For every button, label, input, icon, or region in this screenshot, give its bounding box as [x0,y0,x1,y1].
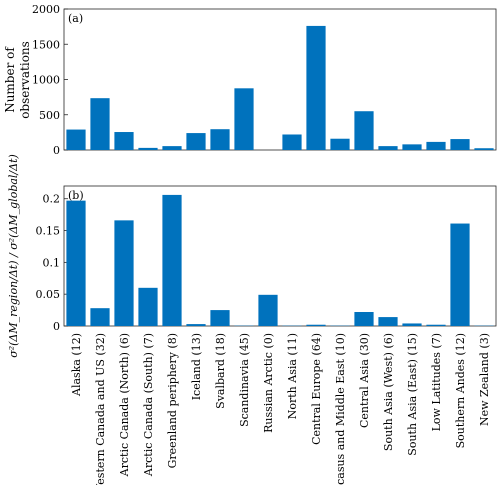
panel-a-bar [402,144,422,150]
panel-a-ytick-label: 0 [53,144,60,157]
panel-b-variance-ratio: (b) σ²(ΔM_region/Δt) / σ²(ΔM_global/Δt) … [7,154,497,485]
category-label: Western Canada and US (32) [94,333,107,485]
panel-a-bar [66,129,86,150]
panel-b-bar [450,223,470,326]
category-label: Southern Andes (12) [454,333,467,448]
panel-a-bar [474,148,494,150]
category-label: South Asia (West) (6) [382,333,395,451]
panel-b-bar [186,324,206,326]
category-label: Arctic Canada (South) (7) [142,333,155,477]
panel-b-bar [210,310,230,326]
panel-a-bar [138,147,158,150]
panel-b-bar [426,324,446,326]
panel-b-ylabel: σ²(ΔM_region/Δt) / σ²(ΔM_global/Δt) [7,154,20,358]
category-labels: Alaska (12) Western Canada and US (32) Arc… [70,333,491,485]
category-label: South Asia (East) (15) [406,333,419,456]
panel-b-bar [354,312,374,326]
panel-b-ytick-label: 0.1 [43,256,61,269]
category-label: Greenland periphery (8) [166,333,179,468]
panel-a-frame [63,8,497,151]
panel-b-ylabel-text: σ²(ΔM_region/Δt) / σ²(ΔM_global/Δt) [7,154,20,358]
panel-a-ylabel: Number of observations [3,41,32,119]
panel-a-bar [330,138,350,150]
panel-b-bar [306,324,326,326]
panel-a-bar [282,134,302,150]
panel-a-bar [90,98,110,150]
panel-b-label: (b) [68,189,84,202]
panel-b-ytick-label: 0.2 [43,193,61,206]
category-label: Central Europe (64) [310,333,323,445]
panel-a-bar [210,129,230,150]
panel-b-bar [90,308,110,326]
panel-a-observations: (a) Number of observations 0 500 1000 1500 2… [3,3,497,157]
panel-b-frame [63,185,497,327]
panel-b-bar [258,294,278,326]
category-label: North Asia (11) [286,333,299,419]
panel-b-bar [66,200,86,326]
panel-a-bar [354,111,374,150]
panel-a-bar [114,132,134,150]
panel-b-bar [114,220,134,326]
panel-a-ytick-label: 1000 [32,74,60,87]
panel-a-ylabel-line-1: Number of [3,46,17,113]
panel-a-label: (a) [68,12,83,25]
category-label: Scandinavia (45) [238,333,251,427]
category-label: New Zealand (3) [478,333,491,426]
panel-a-ytick-label: 1500 [32,38,60,51]
panel-a-ylabel-line-2: observations [18,41,32,119]
panel-b-ytick-label: 0.15 [36,225,61,238]
panel-a-bar [186,133,206,150]
category-label: Caucasus and Middle East (10) [334,333,347,485]
panel-b-bar [402,323,422,326]
category-label: Iceland (13) [190,333,203,400]
panel-b-bar [162,194,182,326]
panel-a-bar [234,88,254,150]
panel-a-bar [162,146,182,150]
panel-a-ytick-label: 2000 [32,3,60,16]
panel-b-ytick-label: 0 [53,320,60,333]
panel-a-yticks: 0 500 1000 1500 2000 [32,3,68,157]
panel-a-bar [306,25,326,151]
category-label: Arctic Canada (North) (6) [118,333,131,477]
panel-a-bars [66,25,494,151]
category-label: Svalbard (18) [214,333,227,409]
category-label: Central Asia (30) [358,333,371,428]
category-label: Russian Arctic (0) [262,333,275,433]
panel-b-bar [378,317,398,326]
category-label: Alaska (12) [70,333,83,397]
panel-a-ytick-label: 500 [39,109,60,122]
panel-b-yticks: 0 0.05 0.1 0.15 0.2 [36,193,68,333]
panel-b-ytick-label: 0.05 [36,288,61,301]
panel-a-bar [426,141,446,150]
panel-b-bar [138,287,158,326]
category-label: Low Latitudes (7) [430,333,443,431]
panel-b-bars [66,194,494,326]
panel-a-bar [378,146,398,150]
panel-a-bar [450,139,470,150]
